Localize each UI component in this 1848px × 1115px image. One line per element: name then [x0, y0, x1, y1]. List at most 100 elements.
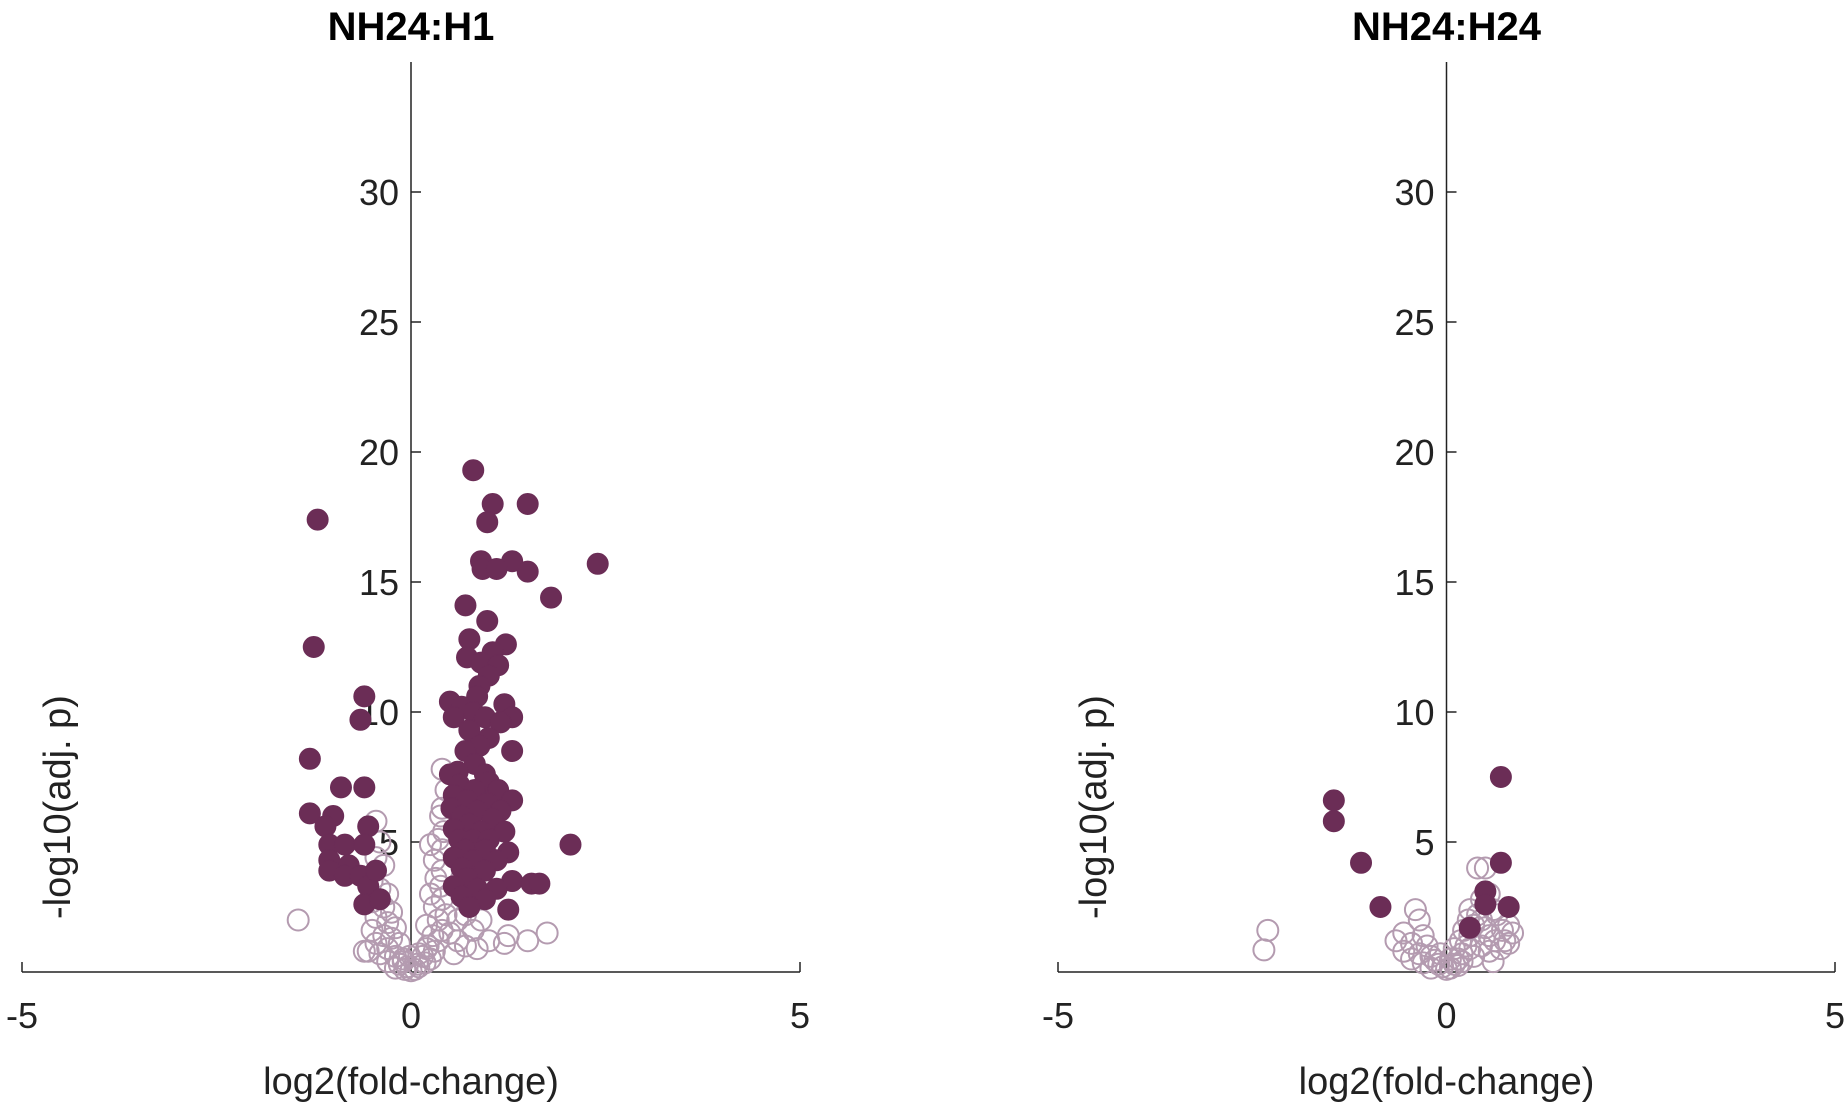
significant-point: [501, 740, 524, 762]
significant-point: [516, 560, 539, 583]
nonsignificant-point: [496, 924, 520, 948]
y-tick-label: 30: [359, 172, 399, 213]
x-tick-label: 5: [790, 995, 810, 1036]
significant-point: [476, 511, 499, 534]
significant-point: [586, 552, 609, 575]
chart-panel-nh24-h1: -5 0 551015202530NH24:H1log2(fold-change)-…: [6, 5, 810, 1103]
significant-point: [1458, 916, 1481, 939]
nonsignificant-point: [418, 833, 442, 857]
nonsignificant-point: [383, 916, 407, 940]
y-tick-label: 20: [359, 432, 399, 473]
significant-point: [1322, 789, 1345, 812]
nonsignificant-point: [1466, 856, 1490, 880]
nonsignificant-point: [1489, 937, 1513, 961]
nonsignificant-point: [383, 956, 407, 980]
nonsignificant-point: [286, 908, 310, 932]
significant-point: [353, 776, 376, 799]
y-axis-label: -log10(adj. p): [1073, 695, 1115, 919]
significant-point: [302, 636, 325, 658]
nonsignificant-point: [1403, 898, 1427, 922]
significant-point: [458, 719, 481, 742]
significant-point: [476, 610, 499, 632]
significant-point: [559, 833, 582, 856]
significant-point: [329, 776, 352, 799]
nonsignificant-point: [465, 937, 489, 961]
significant-point: [481, 493, 504, 515]
significant-point: [442, 706, 465, 729]
nonsignificant-point: [376, 911, 400, 935]
x-tick-label: -5: [1042, 995, 1074, 1036]
significant-point: [489, 711, 512, 734]
y-tick-label: 10: [1394, 692, 1434, 733]
nonsignificant-point: [1490, 918, 1514, 942]
nonsignificant-point: [1438, 947, 1462, 971]
nonsignificant-point: [1481, 950, 1505, 974]
x-axis-label: log2(fold-change): [1299, 1061, 1595, 1103]
nonsignificant-point: [380, 900, 404, 924]
nonsignificant-point: [376, 937, 400, 961]
significant-point: [1369, 896, 1392, 918]
nonsignificant-point: [1407, 908, 1431, 932]
chart-title: NH24:H1: [328, 5, 495, 49]
nonsignificant-point: [397, 944, 421, 968]
y-tick-label: 20: [1394, 432, 1434, 473]
nonsignificant-point: [364, 931, 388, 955]
significant-point: [349, 708, 372, 731]
chart-panel-nh24-h24: -5 0 5 5 10 15 20 25 30 NH24:H24 log2(fold-change)…: [1042, 5, 1845, 1103]
significant-point: [540, 586, 563, 609]
significant-point: [1489, 766, 1512, 788]
y-tick-label: 25: [359, 302, 399, 343]
nonsignificant-point: [1392, 939, 1416, 963]
significant-point: [364, 859, 387, 882]
significant-point: [454, 594, 477, 617]
significant-point: [1322, 810, 1345, 833]
significant-point: [458, 896, 481, 918]
y-tick-label: 15: [1394, 562, 1434, 603]
y-tick-label: 5: [1414, 822, 1434, 863]
y-tick-label: 25: [1394, 302, 1434, 343]
nonsignificant-point: [1400, 947, 1424, 971]
y-tick-label: 30: [1394, 172, 1434, 213]
nonsignificant-point: [453, 934, 477, 958]
nonsignificant-point: [1252, 938, 1276, 962]
significant-point: [1489, 851, 1512, 874]
nonsignificant-point: [380, 926, 404, 950]
nonsignificant-point: [1411, 924, 1435, 948]
nonsignificant-point: [391, 950, 415, 974]
significant-point: [1350, 851, 1373, 874]
significant-point: [458, 628, 481, 651]
x-tick-label: 5: [1825, 995, 1845, 1036]
nonsignificant-point: [446, 908, 470, 932]
nonsignificant-point: [1497, 931, 1521, 955]
nonsignificant-point: [442, 942, 466, 966]
nonsignificant-point: [469, 908, 493, 932]
x-axis-label: log2(fold-change): [263, 1061, 559, 1103]
significant-point: [298, 747, 321, 770]
x-tick-label: -5: [6, 995, 38, 1036]
nonsignificant-point: [405, 952, 429, 976]
nonsignificant-point: [535, 921, 559, 945]
significant-point: [368, 888, 391, 911]
significant-point: [1474, 893, 1497, 916]
nonsignificant-point: [1442, 937, 1466, 961]
x-tick-label: 0: [1436, 995, 1456, 1036]
significant-point: [353, 833, 376, 856]
significant-point: [357, 815, 380, 838]
nonsignificant-point: [1450, 950, 1474, 974]
significant-point: [298, 802, 321, 825]
significant-point: [353, 685, 376, 708]
y-axis-label: -log10(adj. p): [37, 695, 79, 919]
chart-title: NH24:H24: [1352, 5, 1542, 49]
nonsignificant-point: [352, 939, 376, 963]
nonsignificant-point: [1415, 934, 1439, 958]
nonsignificant-point: [434, 903, 458, 927]
nonsignificant-point: [516, 929, 540, 953]
nonsignificant-point: [1501, 921, 1525, 945]
nonsignificant-point: [422, 895, 446, 919]
significant-point: [462, 459, 485, 482]
significant-point: [528, 872, 551, 895]
nonsignificant-point: [407, 942, 431, 966]
significant-point: [497, 898, 520, 921]
significant-point: [306, 508, 329, 531]
